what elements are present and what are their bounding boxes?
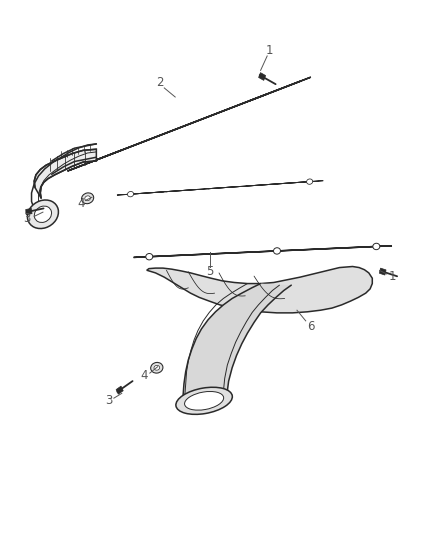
Polygon shape — [183, 284, 291, 395]
Ellipse shape — [146, 254, 153, 260]
Ellipse shape — [176, 387, 232, 414]
Polygon shape — [320, 247, 362, 249]
Polygon shape — [148, 255, 189, 257]
Ellipse shape — [127, 191, 134, 197]
Polygon shape — [131, 192, 164, 194]
Text: 1: 1 — [265, 44, 273, 57]
Bar — [379, 268, 386, 275]
Text: 2: 2 — [156, 76, 164, 89]
Ellipse shape — [34, 206, 52, 222]
Ellipse shape — [307, 179, 313, 184]
Ellipse shape — [81, 193, 94, 204]
Text: 4: 4 — [141, 369, 148, 382]
Polygon shape — [166, 189, 198, 192]
Polygon shape — [227, 96, 261, 109]
Polygon shape — [114, 143, 140, 153]
Bar — [26, 208, 32, 215]
Bar — [116, 386, 123, 394]
Text: 3: 3 — [105, 394, 112, 407]
Bar — [258, 72, 265, 80]
Polygon shape — [205, 105, 239, 118]
Ellipse shape — [151, 362, 163, 373]
Polygon shape — [117, 181, 323, 195]
Polygon shape — [183, 117, 208, 127]
Polygon shape — [161, 122, 194, 135]
Polygon shape — [182, 114, 215, 127]
Ellipse shape — [28, 200, 58, 229]
Polygon shape — [204, 109, 230, 118]
Polygon shape — [137, 131, 171, 144]
Polygon shape — [276, 182, 309, 184]
Polygon shape — [69, 94, 268, 171]
Polygon shape — [246, 184, 278, 186]
Text: 4: 4 — [77, 197, 85, 210]
Polygon shape — [67, 150, 121, 171]
Text: 1: 1 — [388, 270, 396, 282]
Polygon shape — [278, 249, 319, 251]
Polygon shape — [147, 266, 372, 313]
Polygon shape — [93, 151, 118, 161]
Text: 3: 3 — [24, 212, 31, 225]
Polygon shape — [138, 134, 163, 144]
Polygon shape — [208, 187, 240, 189]
Text: 6: 6 — [307, 320, 315, 333]
Ellipse shape — [85, 196, 90, 201]
Polygon shape — [249, 77, 311, 101]
Text: 5: 5 — [207, 265, 214, 278]
Ellipse shape — [184, 392, 224, 410]
Ellipse shape — [373, 243, 380, 249]
Polygon shape — [34, 149, 96, 198]
Polygon shape — [88, 81, 301, 163]
Ellipse shape — [154, 365, 159, 370]
Polygon shape — [159, 126, 185, 135]
Polygon shape — [190, 253, 232, 255]
Ellipse shape — [273, 248, 280, 254]
Polygon shape — [233, 251, 274, 253]
Polygon shape — [134, 246, 392, 257]
Polygon shape — [116, 140, 149, 152]
